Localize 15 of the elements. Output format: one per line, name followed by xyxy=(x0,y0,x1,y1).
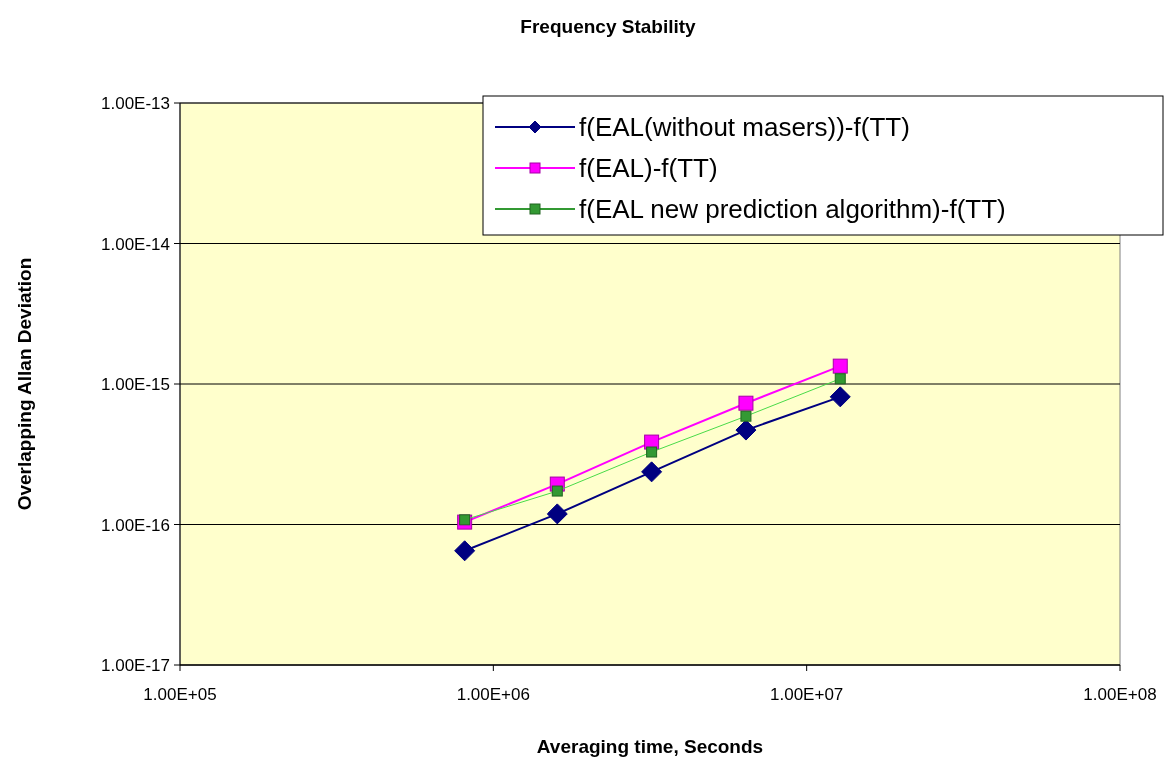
y-axis-title: Overlapping Allan Deviation xyxy=(14,257,35,511)
y-tick-label: 1.00E-17 xyxy=(101,656,170,675)
y-tick-label: 1.00E-15 xyxy=(101,375,170,394)
y-tick-label: 1.00E-14 xyxy=(101,234,170,254)
legend-label: f(EAL new prediction algorithm)-f(TT) xyxy=(579,194,1006,224)
y-tick-label: 1.00E-13 xyxy=(101,94,170,113)
legend-label: f(EAL(without masers))-f(TT) xyxy=(579,112,910,142)
chart-title: Frequency Stability xyxy=(520,16,697,37)
x-tick-label: 1.00E+07 xyxy=(770,685,844,704)
y-tick-label: 1.00E-16 xyxy=(101,515,170,535)
x-axis-title: Averaging time, Seconds xyxy=(536,736,764,757)
x-tick-label: 1.00E+05 xyxy=(143,685,217,704)
x-tick-label: 1.00E+08 xyxy=(1083,685,1157,704)
x-tick-label: 1.00E+06 xyxy=(456,685,530,704)
legend-label: f(EAL)-f(TT) xyxy=(579,153,718,183)
